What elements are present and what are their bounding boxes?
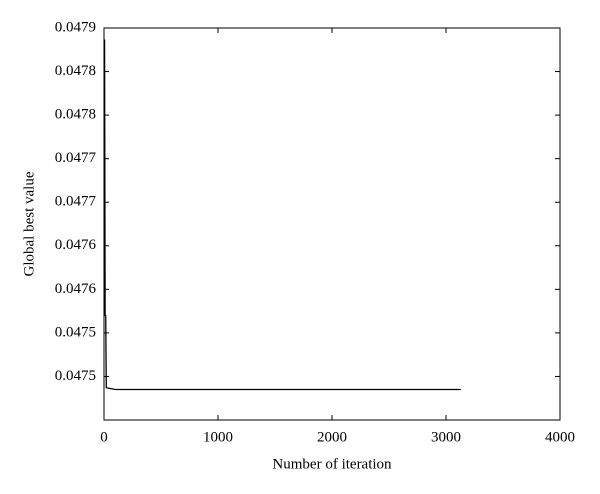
x-tick-label: 1000: [203, 429, 233, 445]
y-axis-label: Global best value: [21, 171, 37, 276]
y-tick-label: 0.0476: [55, 281, 97, 297]
x-axis-label: Number of iteration: [272, 456, 392, 472]
y-tick-label: 0.0477: [55, 194, 97, 210]
y-tick-label: 0.0476: [55, 237, 97, 253]
data-line: [103, 39, 461, 391]
y-tick-label: 0.0479: [55, 19, 96, 35]
y-tick-label: 0.0478: [55, 63, 96, 79]
x-tick-label: 3000: [431, 429, 461, 445]
x-tick-label: 0: [100, 429, 108, 445]
x-tick-label: 2000: [317, 429, 347, 445]
x-tick-label: 4000: [545, 429, 575, 445]
plot-frame: [103, 27, 561, 421]
y-tick-label: 0.0478: [55, 107, 96, 123]
y-tick-label: 0.0475: [55, 368, 96, 384]
y-tick-label: 0.0475: [55, 324, 96, 340]
y-tick-label: 0.0477: [55, 150, 97, 166]
